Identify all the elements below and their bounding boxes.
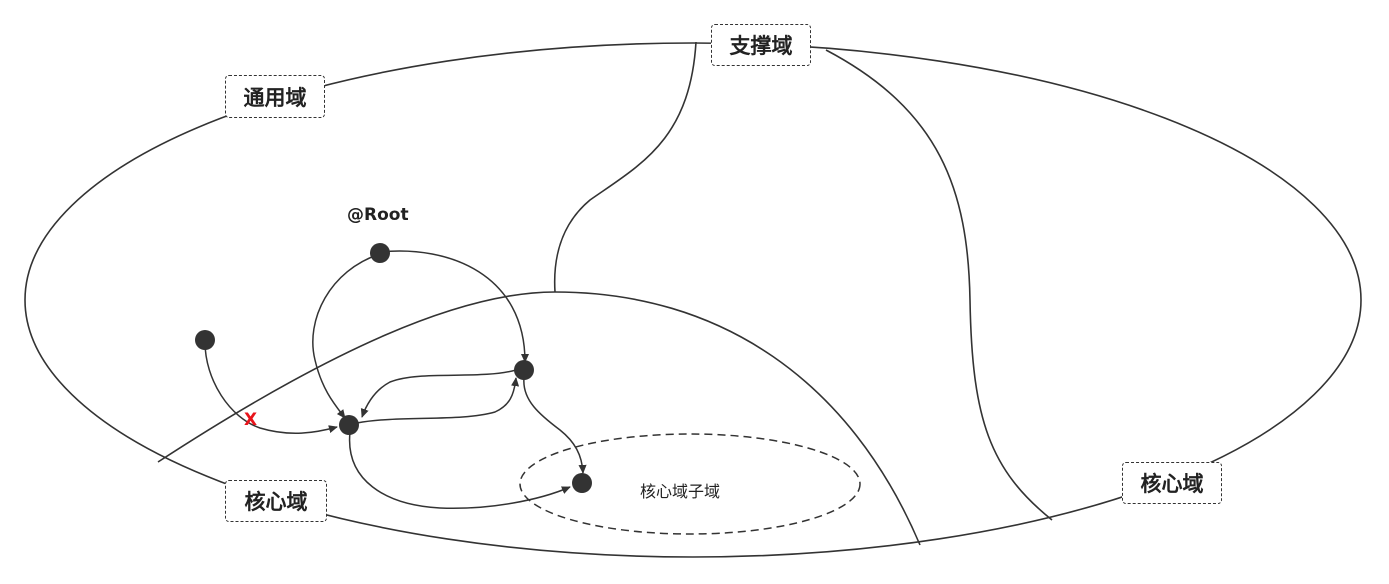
core-subdomain-label: 核心域子域 <box>640 482 721 501</box>
subdomain-node <box>572 473 592 493</box>
left-node-to-right-node-arrow <box>356 377 520 424</box>
core-node-left <box>339 415 359 435</box>
root-node <box>370 243 390 263</box>
right-node-to-subdomain-node-arrow <box>523 377 587 474</box>
core-domain-label-right: 核心域 <box>1122 462 1222 504</box>
outer-domain-boundary <box>24 42 1362 558</box>
core-subdomain-boundary <box>519 433 861 535</box>
generic-domain-label: 通用域 <box>225 75 325 118</box>
core-domain-label-left: 核心域 <box>225 480 327 522</box>
root-label: @Root <box>347 205 409 225</box>
core-domain-upper-boundary <box>157 291 921 546</box>
external-node <box>195 330 215 350</box>
generic-supporting-boundary <box>553 41 697 293</box>
root-to-left-node-arrow <box>312 253 381 419</box>
root-to-right-node-arrow <box>379 250 530 363</box>
supporting-domain-label: 支撑域 <box>711 24 811 66</box>
supporting-core-boundary <box>825 49 1053 521</box>
right-node-to-left-node-arrow <box>360 369 517 418</box>
core-node-right <box>514 360 534 380</box>
forbidden-x-mark: X <box>244 410 258 430</box>
forbidden-reference-arrow <box>204 341 338 435</box>
left-node-to-subdomain-node-arrow <box>348 431 571 510</box>
